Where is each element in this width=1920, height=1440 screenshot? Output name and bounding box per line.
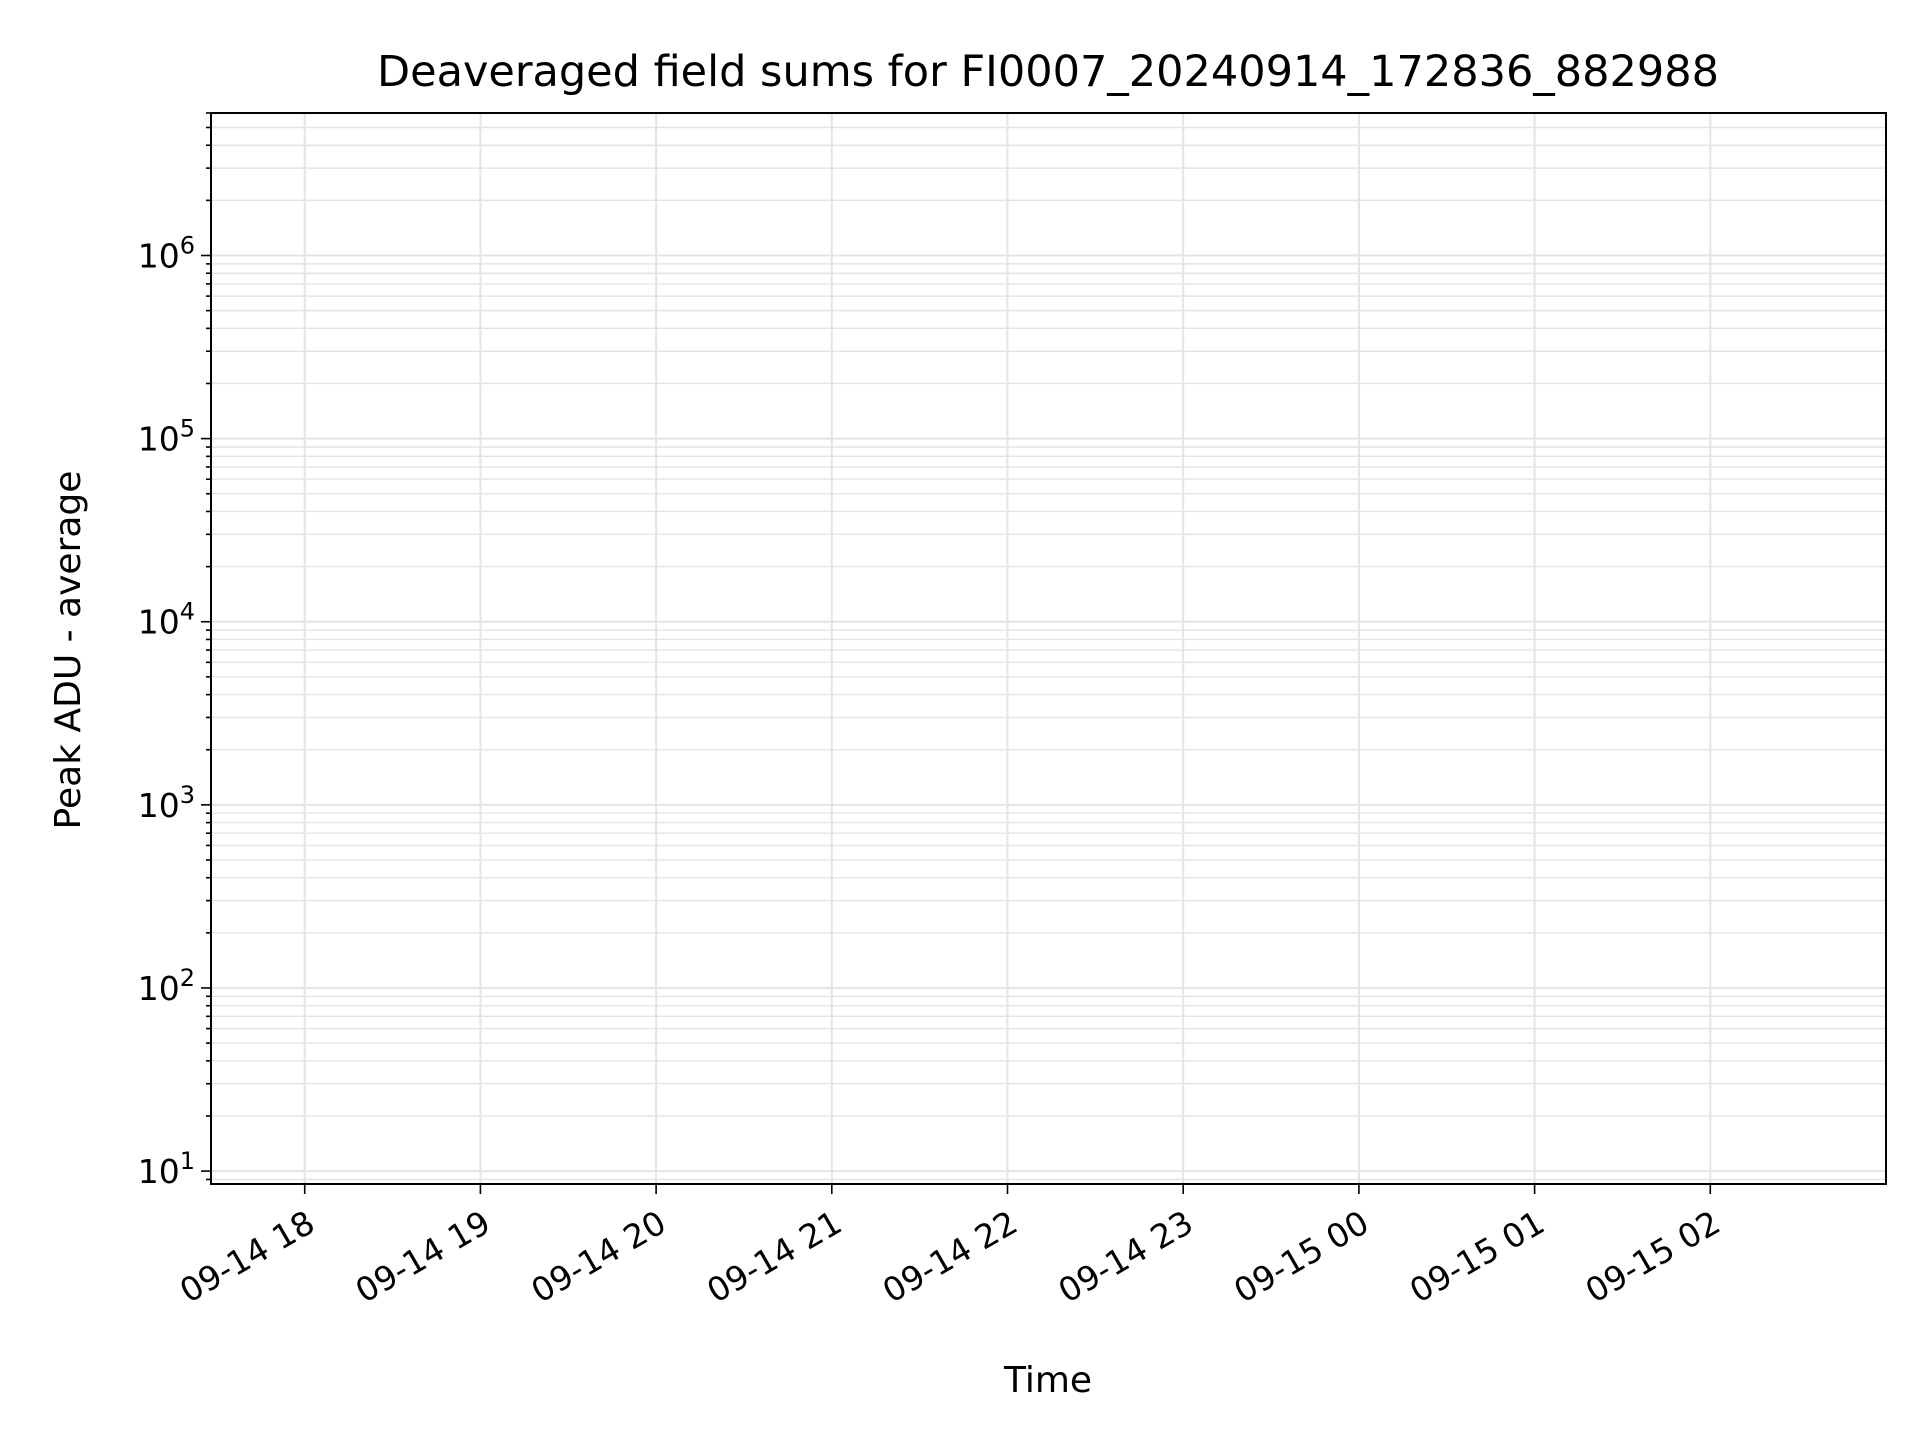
y-tick-label: 101	[138, 1147, 195, 1191]
x-tick-label: 09-14 21	[700, 1203, 848, 1311]
y-axis: 101 102 103 104 105 106	[138, 112, 211, 1191]
plot-frame	[210, 112, 1887, 1185]
x-tick-label: 09-15 02	[1579, 1203, 1727, 1311]
x-axis: 09-14 18 09-14 19 09-14 20 09-14 21 09-14 22…	[173, 1184, 1727, 1311]
x-tick-label: 09-14 22	[876, 1203, 1024, 1311]
x-tick-label: 09-14 18	[173, 1203, 321, 1311]
y-tick-label: 105	[138, 415, 195, 459]
x-tick-label: 09-14 23	[1052, 1203, 1200, 1311]
y-tick-label: 106	[138, 231, 195, 275]
x-axis-label: Time	[1003, 1360, 1092, 1401]
grid-lines	[211, 112, 1886, 1184]
x-tick-label: 09-15 00	[1227, 1203, 1375, 1311]
x-tick-label: 09-14 19	[349, 1203, 497, 1311]
y-axis-label: Peak ADU - average	[48, 471, 89, 830]
x-tick-label: 09-14 20	[525, 1203, 673, 1311]
x-tick-label: 09-15 01	[1403, 1203, 1551, 1311]
y-tick-label: 102	[138, 964, 195, 1008]
chart-title: Deaveraged field sums for FI0007_2024091…	[377, 47, 1719, 97]
y-tick-label: 103	[138, 781, 195, 825]
y-tick-label: 104	[138, 598, 195, 642]
